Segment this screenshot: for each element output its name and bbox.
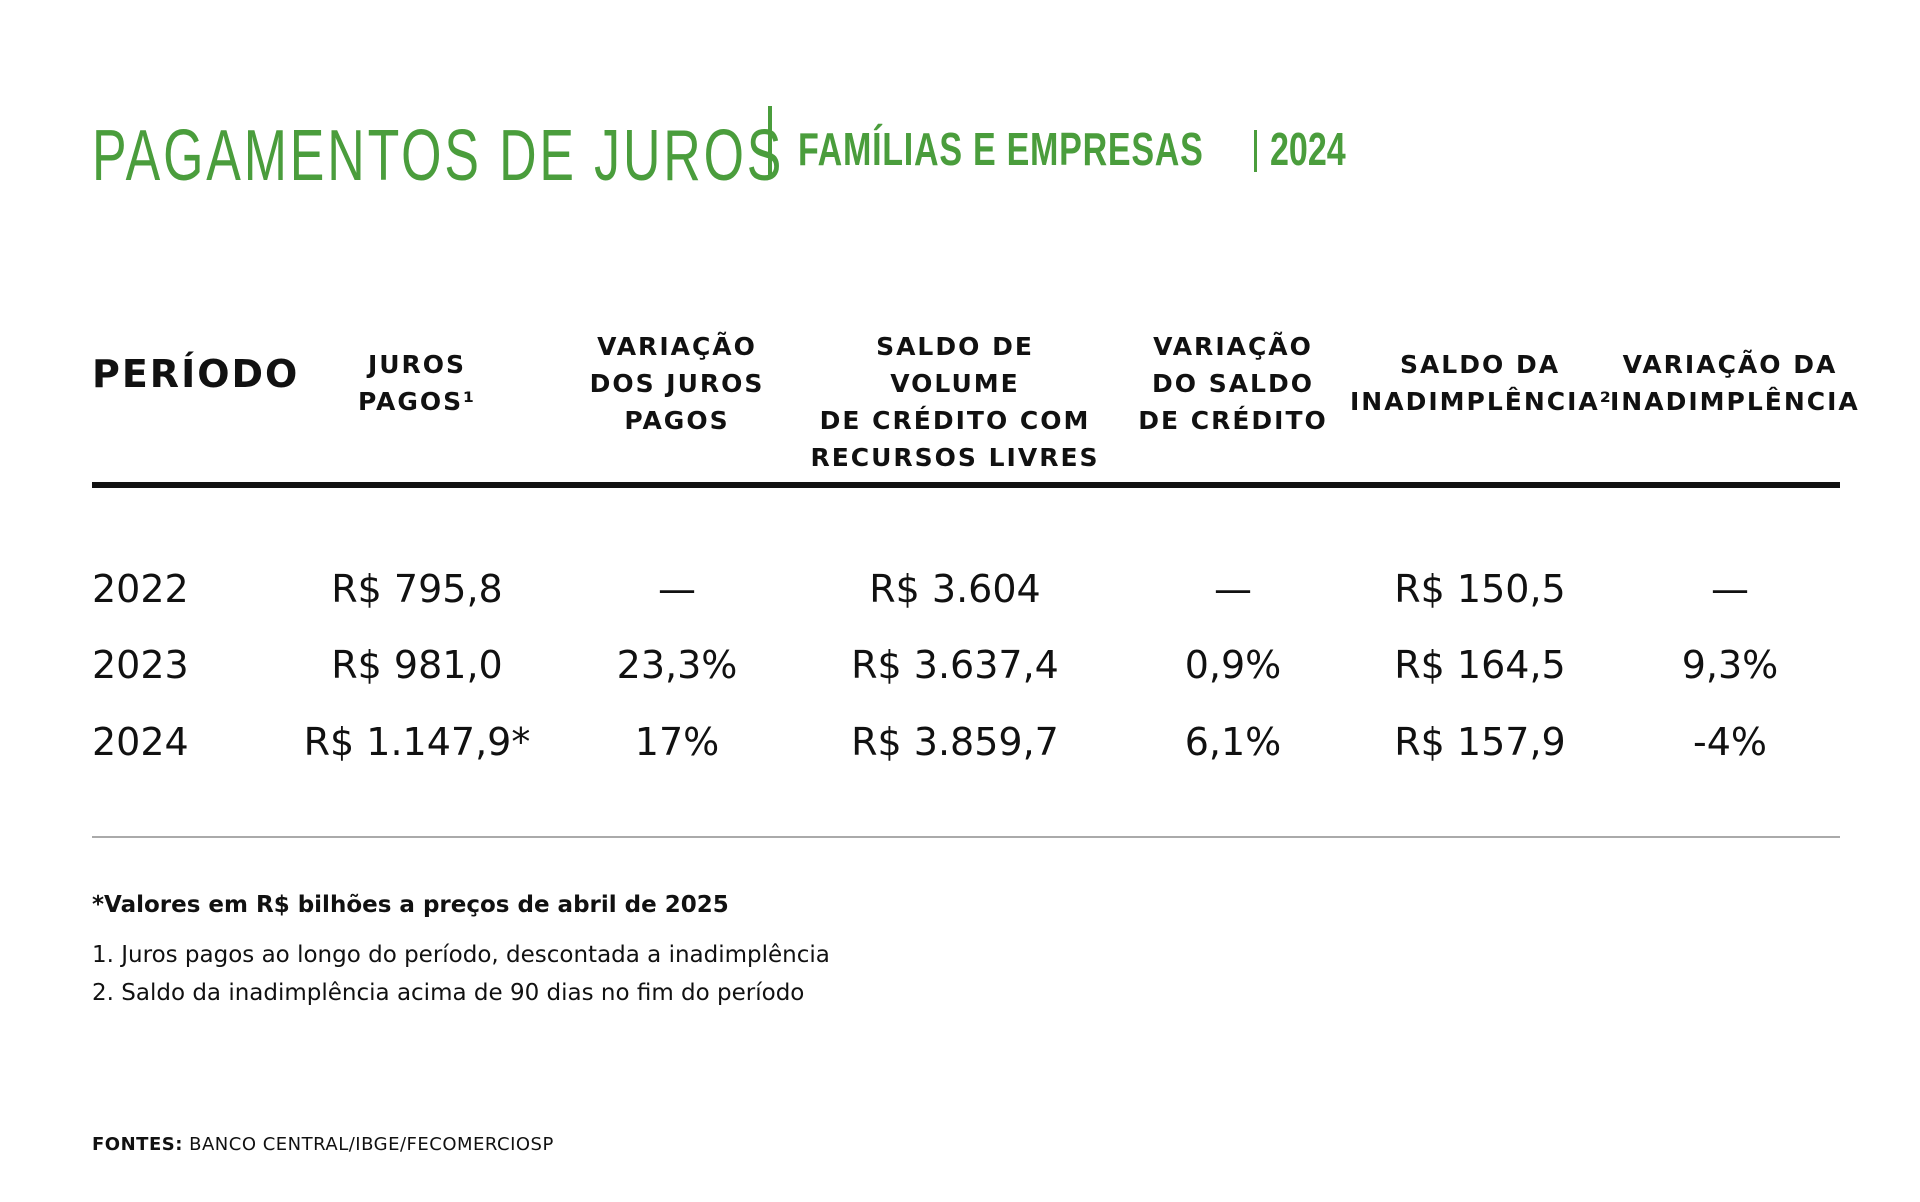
table-cell: R$ 164,5 xyxy=(1394,643,1566,687)
column-header-variacao-inadimplencia: VARIAÇÃO DA INADIMPLÊNCIA xyxy=(1610,350,1860,416)
page-subtitle: FAMÍLIAS E EMPRESAS xyxy=(798,123,1204,175)
footnote-2: 2. Saldo da inadimplência acima de 90 di… xyxy=(92,980,805,1006)
column-header-juros-pagos: JUROS PAGOS¹ xyxy=(357,350,477,416)
unit-note: *Valores em R$ bilhões a preços de abril… xyxy=(92,892,729,918)
table-cell: R$ 157,9 xyxy=(1394,720,1566,764)
source-line: FONTES: BANCO CENTRAL/IBGE/FECOMERCIOSP xyxy=(92,1134,554,1155)
table-cell: R$ 3.859,7 xyxy=(851,720,1059,764)
table-cell: — xyxy=(1214,567,1252,611)
table-cell: 9,3% xyxy=(1681,643,1779,687)
table-cell: R$ 981,0 xyxy=(331,643,503,687)
table-cell-year: 2022 xyxy=(92,567,189,611)
table-cell: 23,3% xyxy=(616,643,738,687)
table-cell: R$ 3.637,4 xyxy=(851,643,1059,687)
footer-rule xyxy=(92,836,1840,838)
column-header-saldo-volume-credito: SALDO DE VOLUME DE CRÉDITO COM RECURSOS … xyxy=(810,332,1100,472)
table-cell-year: 2024 xyxy=(92,720,189,764)
table-cell: R$ 3.604 xyxy=(869,567,1041,611)
column-header-saldo-inadimplencia: SALDO DA INADIMPLÊNCIA² xyxy=(1350,350,1613,416)
page-title-year: 2024 xyxy=(1270,123,1346,175)
table-cell: R$ 795,8 xyxy=(331,567,503,611)
table-cell: -4% xyxy=(1693,720,1767,764)
table-cell: 0,9% xyxy=(1184,643,1282,687)
header-rule xyxy=(92,482,1840,488)
column-header-variacao-saldo-credito: VARIAÇÃO DO SALDO DE CRÉDITO xyxy=(1138,332,1328,435)
table-cell: R$ 150,5 xyxy=(1394,567,1566,611)
title-separator-2 xyxy=(1254,130,1257,172)
title-separator xyxy=(768,106,772,176)
footnote-1: 1. Juros pagos ao longo do período, desc… xyxy=(92,942,830,968)
column-header-period: PERÍODO xyxy=(92,352,300,396)
table-cell: R$ 1.147,9* xyxy=(303,720,531,764)
title-block: PAGAMENTOS DE JUROS xyxy=(92,92,1053,192)
column-header-variacao-juros: VARIAÇÃO DOS JUROS PAGOS xyxy=(589,332,765,435)
table-cell-year: 2023 xyxy=(92,643,189,687)
table-cell: — xyxy=(658,567,696,611)
table-cell: 6,1% xyxy=(1184,720,1282,764)
page-title: PAGAMENTOS DE JUROS xyxy=(92,116,785,196)
table-cell: — xyxy=(1711,567,1749,611)
source-text: BANCO CENTRAL/IBGE/FECOMERCIOSP xyxy=(182,1134,554,1155)
table-cell: 17% xyxy=(634,720,720,764)
source-label: FONTES: xyxy=(92,1134,183,1155)
